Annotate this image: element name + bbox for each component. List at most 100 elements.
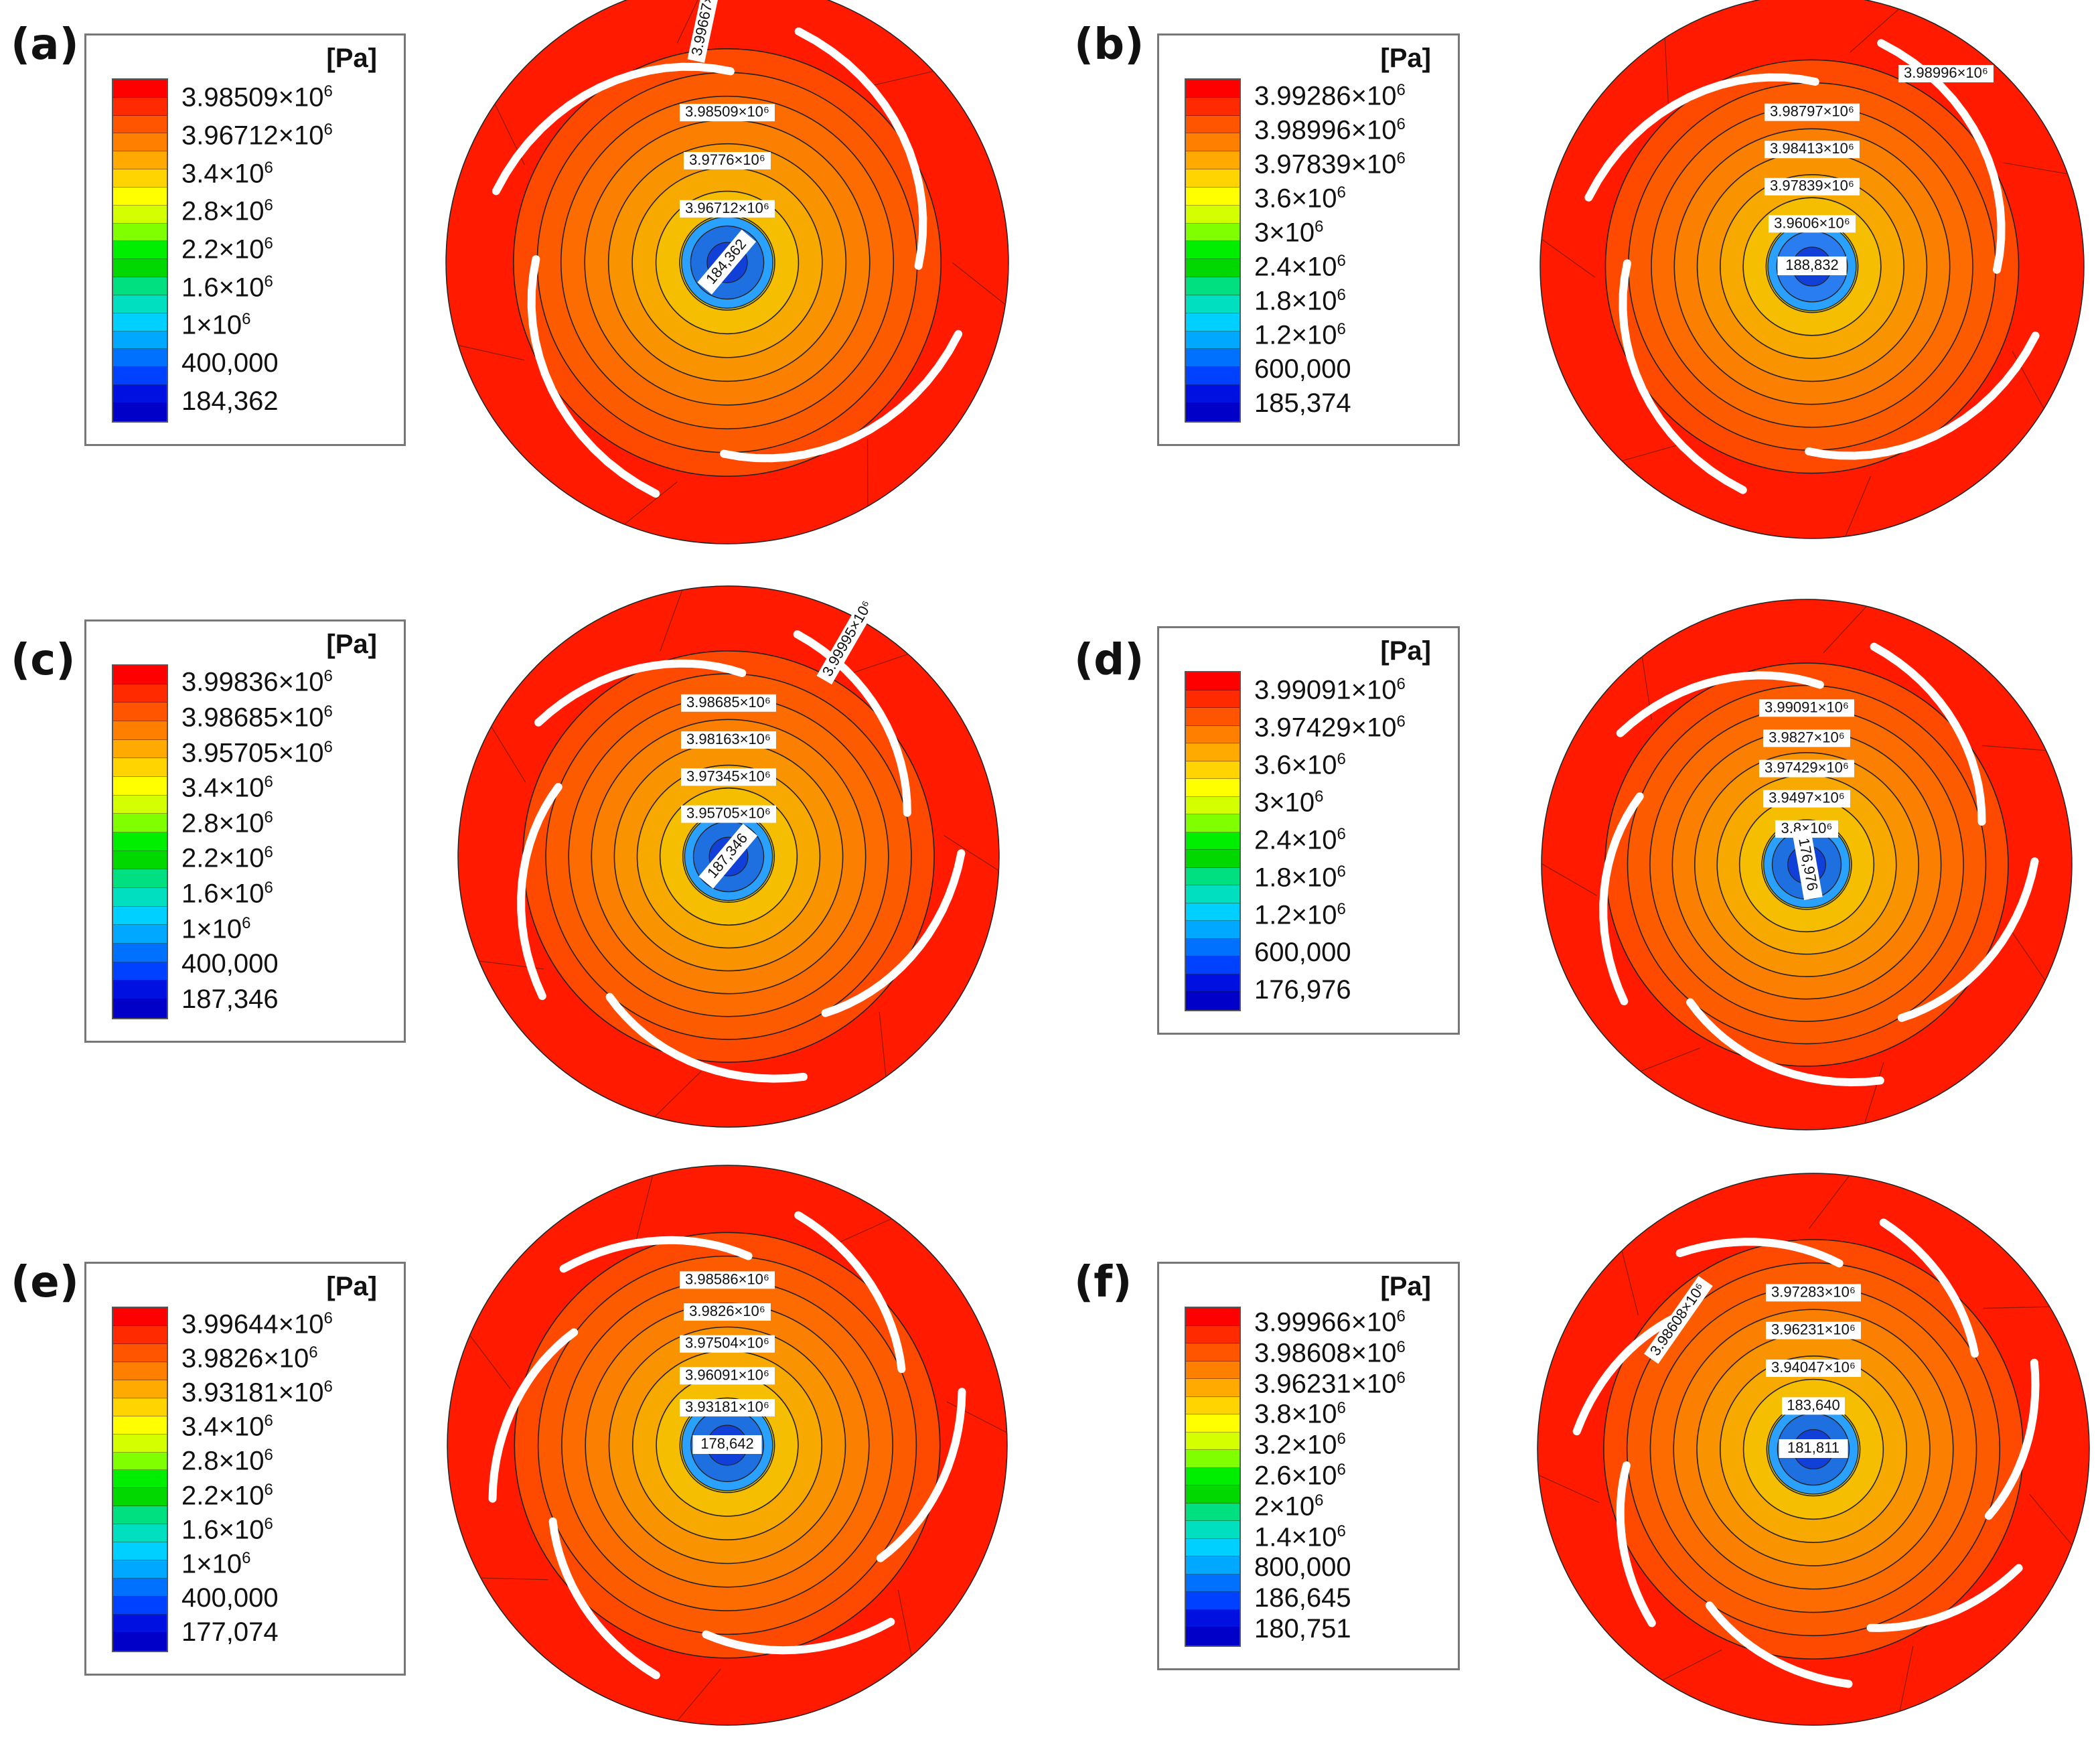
color-band (1186, 1379, 1240, 1397)
color-bar (1185, 78, 1241, 423)
center-value-box (1777, 257, 1847, 275)
region-boundary (1823, 605, 1867, 654)
impeller-blade (492, 62, 735, 196)
color-band (1186, 903, 1240, 922)
color-band (1186, 187, 1240, 206)
impeller-blade (1805, 332, 2040, 460)
legend-tick-label: 3.99091×106 (1254, 675, 1406, 705)
color-band (1186, 796, 1240, 815)
contour-label-box (684, 151, 771, 169)
color-band (1186, 295, 1240, 313)
rim-label: 3.98996×10⁶ (1898, 64, 1994, 82)
contour-label-box (680, 1398, 775, 1416)
region-boundary (660, 589, 683, 652)
color-band (1186, 921, 1240, 939)
pressure-contour-disk: 3.99091×10⁶ 3.9827×10⁶ 3.97429×10⁶ 3.9497×1… (1541, 599, 2073, 1130)
legend-tick-label: 2.4×106 (1254, 251, 1346, 281)
contour-label-box (1782, 1397, 1845, 1415)
impeller-blade (1866, 1564, 2023, 1632)
color-band (1186, 761, 1240, 780)
legend-tick-label: 3×106 (1254, 788, 1324, 818)
region-boundary (867, 70, 934, 87)
color-bar (112, 664, 168, 1019)
contour-label-box (1765, 103, 1860, 121)
center-value-box (697, 229, 757, 295)
impeller-blade (527, 255, 660, 498)
color-band (1186, 814, 1240, 832)
impeller-blade (1572, 1309, 1689, 1436)
color-band (1186, 1325, 1240, 1344)
color-band (1186, 1503, 1240, 1522)
center-value-box (1779, 1439, 1848, 1458)
impeller-blade (794, 1211, 906, 1374)
color-band (1186, 313, 1240, 332)
color-band (1186, 1450, 1240, 1468)
color-band (1186, 133, 1240, 152)
color-band (1186, 402, 1240, 421)
center-value-text: 181,811 (1787, 1439, 1840, 1456)
region-boundary (654, 1071, 702, 1118)
color-band (1186, 725, 1240, 744)
color-bar (112, 1307, 168, 1652)
color-bar (1185, 1307, 1241, 1647)
impeller-blade (1616, 671, 1824, 737)
legend-tick-label: 2×106 (1254, 1491, 1324, 1522)
panel-c: (c) [Pa] 3.99836×106 3.98685×106 3.95705×106… (0, 585, 1050, 1172)
color-legend: [Pa] 3.99836×106 3.98685×106 3.95705×106 3.4… (84, 619, 406, 1043)
rim-label-box (1898, 65, 1994, 82)
pressure-contour-disk: 3.98509×10⁶3.9776×10⁶3.96712×10⁶3.99667×… (445, 0, 1009, 544)
color-band (113, 1343, 167, 1362)
impeller-blade (548, 1517, 660, 1680)
rim-label-box (816, 593, 880, 684)
color-band (1186, 708, 1240, 726)
color-band (1186, 1556, 1240, 1574)
legend-tick-label: 3.93181×106 (181, 1378, 333, 1408)
panel-d: (d) [Pa] 3.99091×106 3.97429×106 3.6×106 3×10… (1050, 586, 2100, 1172)
color-band (113, 962, 167, 981)
color-band (113, 1308, 167, 1326)
color-band (1186, 992, 1240, 1010)
region-boundary (1538, 1475, 1600, 1504)
color-band (113, 666, 167, 684)
contour-label-box (1766, 1284, 1861, 1302)
color-band (1186, 115, 1240, 134)
center-value-label: 181,811 (1779, 1439, 1848, 1458)
legend-tick-label: 1.6×106 (181, 272, 273, 302)
color-band (1186, 1361, 1240, 1380)
legend-tick-label: 1×106 (181, 310, 251, 340)
color-band (1186, 867, 1240, 886)
legend-tick-label: 1.8×106 (1254, 285, 1346, 315)
color-band (1186, 97, 1240, 116)
legend-tick-label: 184,362 (181, 386, 279, 416)
legend-tick-label: 3.98685×106 (181, 702, 333, 733)
center-value-label: 188,832 (1777, 257, 1847, 275)
region-boundary (952, 262, 1006, 305)
impeller-blade (605, 993, 808, 1083)
color-band (113, 1560, 167, 1579)
impeller-blade (1584, 73, 1819, 202)
legend-tick-label: 2.8×106 (181, 808, 273, 838)
color-band (113, 169, 167, 188)
contour-label: 3.99091×10⁶ (1765, 699, 1849, 715)
color-band (113, 295, 167, 313)
color-band (113, 1452, 167, 1471)
legend-tick-label: 187,346 (181, 984, 279, 1014)
contour-label-box (1763, 790, 1850, 808)
region-boundary (624, 482, 678, 525)
region-boundary (946, 1401, 1007, 1433)
legend-tick-label: 1.2×106 (1254, 319, 1346, 350)
contour-label-box (1769, 215, 1856, 233)
contour-label: 3.9776×10⁶ (689, 151, 765, 168)
contour-label-box (1765, 177, 1860, 196)
color-band (113, 349, 167, 368)
color-band (113, 777, 167, 796)
color-band (113, 739, 167, 759)
region-boundary (491, 726, 526, 783)
contour-label: 3.97429×10⁶ (1765, 759, 1849, 776)
contour-label-box (680, 1367, 775, 1385)
contour-label: 3.98685×10⁶ (686, 694, 771, 711)
contour-label-box (680, 104, 775, 122)
color-band (113, 1579, 167, 1597)
region-boundary (677, 1668, 721, 1721)
panel-label: (f) (1074, 1258, 1132, 1307)
